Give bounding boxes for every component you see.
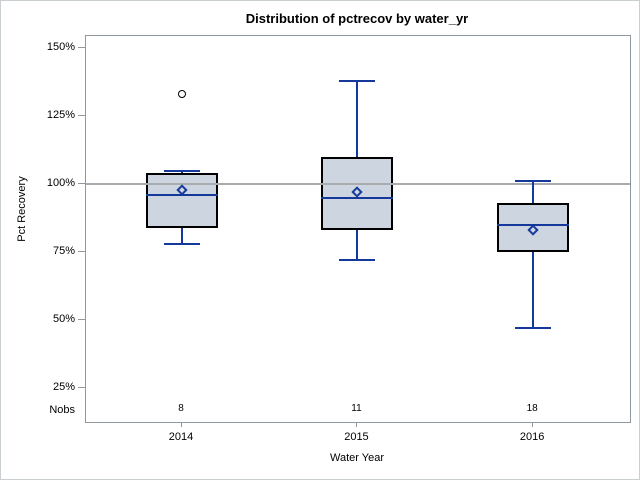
y-axis-tick-label: 125% xyxy=(46,109,75,122)
y-axis-tick-label: 75% xyxy=(52,245,75,258)
box-2016 xyxy=(497,203,570,253)
lower-whisker-cap-2015 xyxy=(339,259,376,262)
reference-line-100pct xyxy=(86,183,630,186)
y-axis-tick xyxy=(78,46,85,48)
lower-whisker-cap-2014 xyxy=(164,242,201,245)
upper-whisker-cap-2016 xyxy=(515,180,552,183)
x-axis-category-label: 2016 xyxy=(519,431,545,443)
nobs-value: 11 xyxy=(351,403,362,414)
x-axis-tick xyxy=(531,422,533,427)
y-axis-tick xyxy=(78,318,85,320)
y-axis-tick xyxy=(78,250,85,252)
y-axis-tick xyxy=(78,114,85,116)
y-axis-tick-label: 150% xyxy=(46,41,75,54)
median-line-2014 xyxy=(146,194,219,197)
median-line-2015 xyxy=(321,196,394,199)
median-line-2016 xyxy=(497,223,570,226)
lower-whisker-cap-2016 xyxy=(515,327,552,330)
x-axis-tick xyxy=(180,422,182,427)
x-axis-tick xyxy=(355,422,357,427)
y-axis-tick-label: 25% xyxy=(52,381,75,394)
nobs-value: 18 xyxy=(526,403,538,414)
nobs-row-label: Nobs xyxy=(49,404,75,416)
lower-whisker-2015 xyxy=(356,230,359,261)
box-2015 xyxy=(321,156,394,231)
y-axis-tick-label: 50% xyxy=(52,313,75,326)
box-2014 xyxy=(146,173,219,228)
y-axis-tick-label: 100% xyxy=(46,177,75,190)
upper-whisker-cap-2015 xyxy=(339,79,376,82)
outlier-2014 xyxy=(178,90,187,99)
upper-whisker-2014 xyxy=(181,170,184,174)
lower-whisker-2014 xyxy=(181,227,184,244)
upper-whisker-2015 xyxy=(356,80,359,157)
upper-whisker-cap-2014 xyxy=(164,169,201,172)
upper-whisker-2016 xyxy=(532,181,535,204)
lower-whisker-2016 xyxy=(532,252,535,329)
y-axis-tick xyxy=(78,386,85,388)
x-axis-category-label: 2014 xyxy=(168,431,194,443)
nobs-value: 8 xyxy=(178,403,184,414)
x-axis-title: Water Year xyxy=(329,452,384,464)
chart-title: Distribution of pctrecov by water_yr xyxy=(245,11,469,26)
plot-area xyxy=(85,35,631,423)
y-axis-tick xyxy=(78,182,85,184)
x-axis-category-label: 2015 xyxy=(344,431,369,443)
